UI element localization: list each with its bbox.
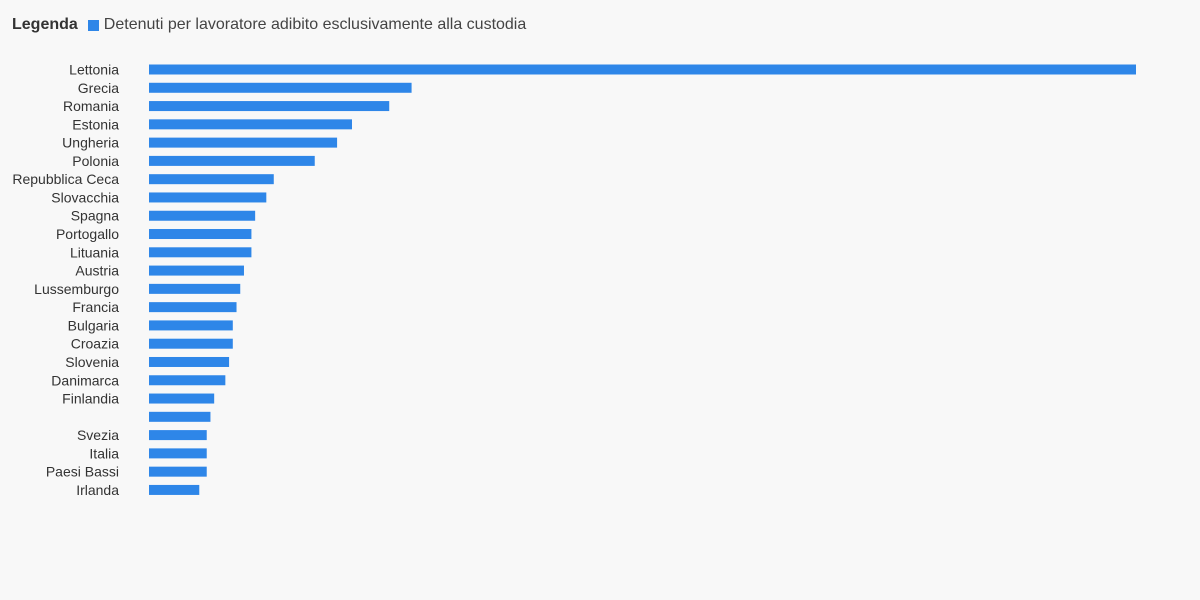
bar[interactable] bbox=[149, 101, 390, 112]
bar[interactable] bbox=[149, 466, 207, 477]
legend-title: Legenda bbox=[12, 16, 78, 33]
legend-series-label: Detenuti per lavoratore adibito esclusiv… bbox=[103, 16, 527, 33]
category-label: Portogallo bbox=[56, 226, 119, 242]
category-label: Irlanda bbox=[76, 482, 119, 498]
bar[interactable] bbox=[149, 174, 274, 185]
category-label: Repubblica Ceca bbox=[12, 171, 119, 187]
category-label: Italia bbox=[89, 445, 119, 461]
bar[interactable] bbox=[149, 192, 267, 203]
category-label: Lituania bbox=[70, 244, 119, 260]
category-label: Lettonia bbox=[69, 62, 119, 78]
legend: Legenda Detenuti per lavoratore adibito … bbox=[12, 13, 526, 37]
category-label: Spagna bbox=[71, 208, 119, 224]
bar[interactable] bbox=[149, 375, 226, 386]
legend-swatch bbox=[87, 19, 99, 31]
category-label: Romania bbox=[63, 98, 119, 114]
category-label: Lussemburgo bbox=[34, 281, 119, 297]
bar[interactable] bbox=[149, 137, 338, 148]
bar[interactable] bbox=[149, 283, 241, 294]
bar[interactable] bbox=[149, 302, 237, 313]
category-label: Francia bbox=[72, 299, 119, 315]
bar[interactable] bbox=[149, 484, 200, 495]
category-label: Croazia bbox=[71, 336, 119, 352]
category-label: Danimarca bbox=[51, 372, 119, 388]
bar[interactable] bbox=[149, 393, 215, 404]
bar[interactable] bbox=[149, 64, 1136, 75]
bar[interactable] bbox=[149, 265, 244, 276]
bar[interactable] bbox=[149, 229, 252, 240]
bar[interactable] bbox=[149, 448, 207, 459]
category-label: Bulgaria bbox=[68, 317, 120, 333]
category-label: Svezia bbox=[77, 427, 119, 443]
category-label: Finlandia bbox=[62, 391, 119, 407]
bar[interactable] bbox=[149, 338, 233, 349]
category-label: Slovenia bbox=[65, 354, 119, 370]
category-label: Slovacchia bbox=[51, 189, 119, 205]
category-label: Grecia bbox=[78, 80, 119, 96]
bar[interactable] bbox=[149, 356, 230, 367]
bar[interactable] bbox=[149, 430, 207, 441]
bar[interactable] bbox=[149, 320, 233, 331]
bar[interactable] bbox=[149, 210, 256, 221]
bar[interactable] bbox=[149, 119, 352, 130]
bar[interactable] bbox=[149, 247, 252, 258]
category-label: Paesi Bassi bbox=[46, 464, 119, 480]
category-label: Estonia bbox=[72, 116, 119, 132]
category-label: Polonia bbox=[72, 153, 119, 169]
bar[interactable] bbox=[149, 82, 412, 93]
bar[interactable] bbox=[149, 155, 315, 166]
category-label: Ungheria bbox=[62, 135, 119, 151]
bar[interactable] bbox=[149, 411, 211, 422]
category-label: Austria bbox=[75, 263, 119, 279]
